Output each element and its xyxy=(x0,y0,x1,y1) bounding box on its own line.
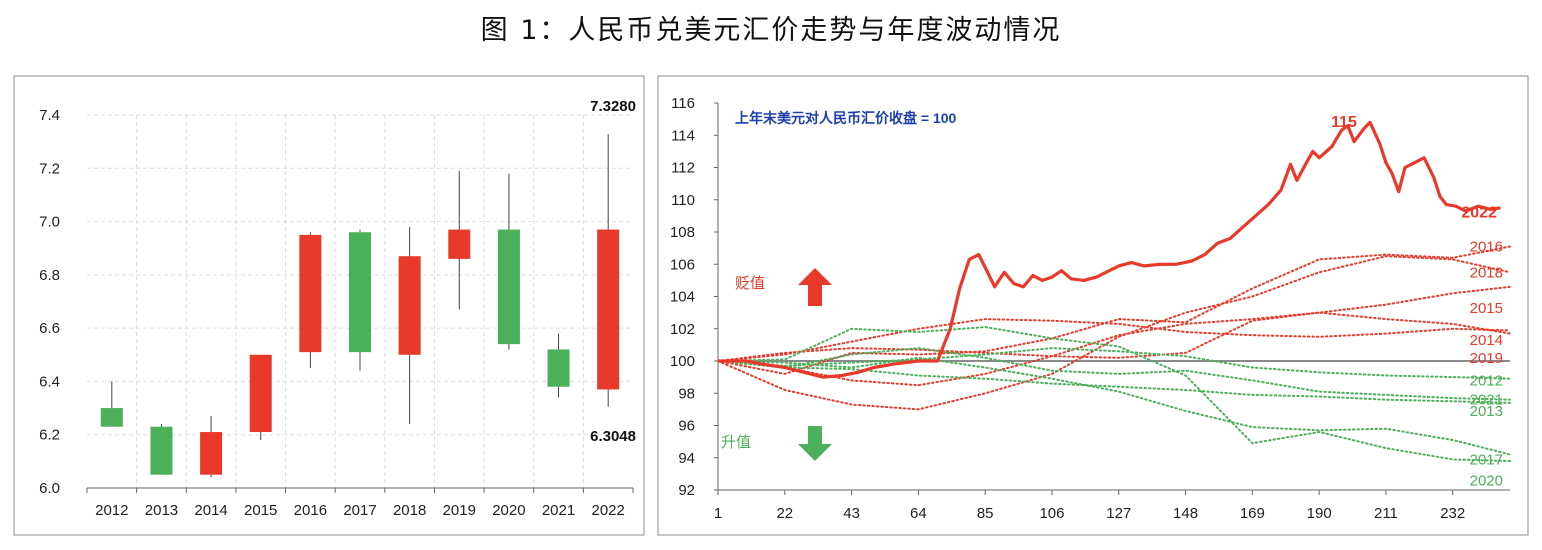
x-tick-label: 211 xyxy=(1374,505,1398,522)
index-frame xyxy=(657,75,1529,536)
series-line-2017 xyxy=(717,356,1511,456)
x-tick-label: 2018 xyxy=(393,502,426,519)
series-label-2022: 2022 xyxy=(1461,205,1497,222)
y-tick-label: 112 xyxy=(671,160,695,177)
series-line-2018 xyxy=(717,255,1511,411)
series-line-2013 xyxy=(717,360,1511,404)
series-line-2019 xyxy=(717,311,1511,387)
y-tick-label: 6.2 xyxy=(39,427,60,444)
x-tick-label: 22 xyxy=(776,505,793,522)
series-label-2019: 2019 xyxy=(1470,350,1503,367)
x-tick-label: 169 xyxy=(1240,505,1265,522)
series-label-2016: 2016 xyxy=(1470,239,1503,256)
x-tick-label: 2021 xyxy=(542,502,575,519)
y-tick-label: 92 xyxy=(678,482,695,499)
peak-label: 115 xyxy=(1331,114,1357,131)
x-tick-label: 2022 xyxy=(591,502,624,519)
series-line-2016 xyxy=(717,245,1511,375)
x-tick-label: 2014 xyxy=(194,502,227,519)
candle-body xyxy=(398,256,421,355)
appreciation-label: 升值 xyxy=(721,434,751,451)
index-subtitle: 上年末美元对人民币汇价收盘 = 100 xyxy=(735,110,957,126)
x-tick-label: 85 xyxy=(977,505,994,522)
high-value-label: 7.3280 xyxy=(590,98,636,115)
x-tick-label: 148 xyxy=(1173,505,1198,522)
x-tick-label: 127 xyxy=(1106,505,1131,522)
y-tick-label: 7.2 xyxy=(39,160,60,177)
appreciation-arrow-icon xyxy=(798,426,832,461)
series-label-2021: 2021 xyxy=(1470,392,1503,409)
series-label-2018: 2018 xyxy=(1470,264,1503,281)
x-tick-label: 64 xyxy=(910,505,927,522)
x-tick-label: 2012 xyxy=(95,502,128,519)
depreciation-arrow-icon xyxy=(798,268,832,306)
series-line-2022 xyxy=(718,120,1501,379)
y-tick-label: 6.0 xyxy=(39,480,60,497)
x-tick-label: 232 xyxy=(1440,505,1465,522)
y-tick-label: 94 xyxy=(678,450,695,467)
x-tick-label: 2016 xyxy=(294,502,327,519)
x-tick-label: 106 xyxy=(1039,505,1064,522)
y-tick-label: 6.8 xyxy=(39,267,60,284)
candle-body xyxy=(100,408,123,427)
series-line-2015 xyxy=(717,285,1511,362)
y-tick-label: 108 xyxy=(670,224,695,241)
candle-body xyxy=(597,229,620,390)
y-tick-label: 7.0 xyxy=(39,214,60,231)
x-tick-label: 2020 xyxy=(492,502,525,519)
series-line-2020 xyxy=(717,326,1511,462)
x-tick-label: 2019 xyxy=(443,502,476,519)
x-tick-label: 43 xyxy=(843,505,860,522)
candlestick-chart: 6.0 6.2 6.4 6.6 6.8 7.0 7.2 7.4 2012 2013 2014 2015… xyxy=(13,75,645,536)
candle-body xyxy=(448,229,471,259)
y-tick-label: 7.4 xyxy=(39,107,60,124)
candle-body xyxy=(497,229,520,345)
candle-body xyxy=(299,234,322,353)
series-label-2015: 2015 xyxy=(1470,300,1503,317)
candle-body xyxy=(150,426,173,475)
series-label-2014: 2014 xyxy=(1470,332,1503,349)
y-tick-label: 114 xyxy=(671,127,695,144)
series-label-2013: 2013 xyxy=(1470,403,1503,420)
x-tick-label: 2017 xyxy=(343,502,376,519)
y-tick-label: 100 xyxy=(670,353,695,370)
depreciation-label: 贬值 xyxy=(735,275,765,292)
series-line-2012 xyxy=(717,347,1511,380)
y-tick-label: 6.6 xyxy=(39,320,60,337)
series-label-2017: 2017 xyxy=(1470,451,1503,468)
figure-title: 图 1：人民币兑美元汇价走势与年度波动情况 xyxy=(480,15,1062,46)
y-tick-label: 116 xyxy=(671,95,695,112)
y-tick-label: 6.4 xyxy=(39,373,60,390)
y-tick-label: 98 xyxy=(678,385,695,402)
x-tick-label: 2015 xyxy=(244,502,277,519)
series-label-2012: 2012 xyxy=(1470,372,1503,389)
candle-body xyxy=(200,432,223,475)
candle-body xyxy=(547,349,570,387)
candle-body xyxy=(249,354,272,433)
x-tick-label: 190 xyxy=(1307,505,1332,522)
y-tick-label: 110 xyxy=(671,192,695,209)
candlestick-frame xyxy=(13,75,645,536)
y-tick-label: 96 xyxy=(678,418,695,435)
y-tick-label: 102 xyxy=(670,321,695,338)
low-value-label: 6.3048 xyxy=(590,428,636,445)
x-tick-label: 2013 xyxy=(145,502,178,519)
series-label-2020: 2020 xyxy=(1470,472,1503,489)
series-line-2014 xyxy=(717,318,1511,362)
series-line-2021 xyxy=(717,347,1511,401)
y-tick-label: 106 xyxy=(670,256,695,273)
candle-body xyxy=(349,232,371,353)
x-tick-label: 1 xyxy=(714,505,722,522)
y-tick-label: 104 xyxy=(670,289,695,306)
